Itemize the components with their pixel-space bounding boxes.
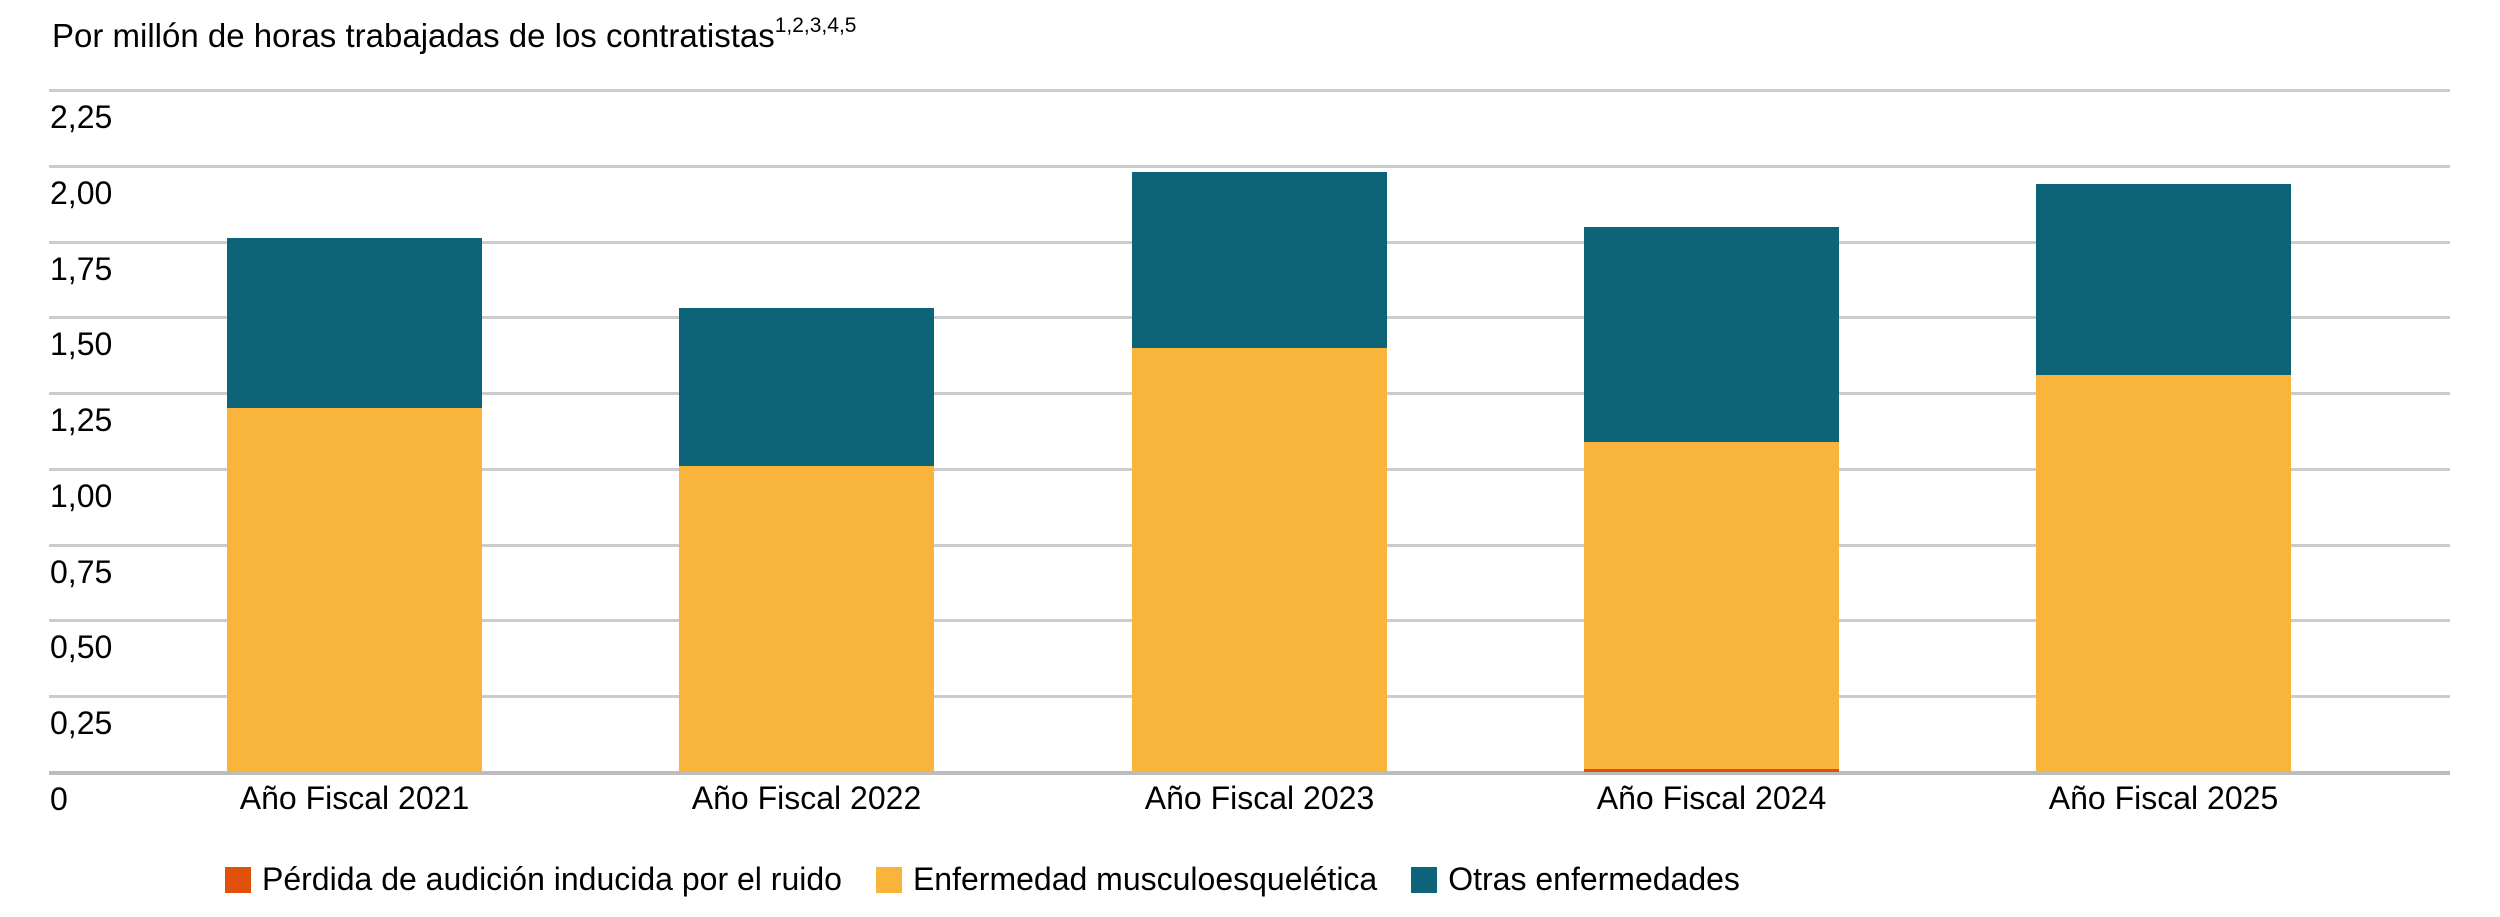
y-tick-label: 1,25 [50, 402, 113, 438]
y-tick-label: 1,50 [50, 326, 113, 362]
legend-swatch-icon [875, 866, 902, 893]
legend-swatch-icon [1411, 866, 1438, 893]
bar-segment-other-illness-4[interactable] [1584, 227, 1839, 442]
x-axis-label-5: Año Fiscal 2025 [2048, 780, 2279, 816]
legend-label: Otras enfermedades [1448, 861, 1740, 897]
y-tick-label: 2,25 [50, 99, 113, 135]
bar-segment-other-illness-2[interactable] [679, 308, 934, 466]
x-axis-baseline [49, 771, 2450, 775]
legend-label: Enfermedad musculoesquelética [912, 861, 1378, 897]
y-tick-label: 0 [50, 781, 68, 817]
bar-segment-musculoskeletal-2[interactable] [679, 466, 934, 772]
bar-segment-musculoskeletal-4[interactable] [1584, 442, 1839, 769]
y-tick-label: 0,75 [50, 554, 113, 590]
bar-segment-musculoskeletal-5[interactable] [2036, 375, 2291, 772]
x-axis-label-4: Año Fiscal 2024 [1596, 780, 1827, 816]
y-tick-label: 1,00 [50, 478, 113, 514]
chart-title-footnote-markers: 1,2,3,4,5 [774, 14, 857, 37]
bar-segment-other-illness-1[interactable] [227, 238, 482, 408]
y-tick-label: 0,50 [50, 629, 113, 665]
chart-title: Por millón de horas trabajadas de los co… [52, 15, 856, 54]
legend-item-other-illness[interactable]: Otras enfermedades [1411, 861, 1740, 897]
x-axis-label-1: Año Fiscal 2021 [239, 780, 470, 816]
legend-label: Pérdida de audición inducida por el ruid… [262, 861, 842, 897]
bar-segment-other-illness-3[interactable] [1132, 172, 1387, 348]
gridline [49, 89, 2450, 92]
gridline [49, 165, 2450, 168]
chart-legend: Pérdida de audición inducida por el ruid… [225, 861, 1740, 897]
bar-segment-other-illness-5[interactable] [2036, 184, 2291, 375]
bar-segment-musculoskeletal-1[interactable] [227, 408, 482, 772]
bar-segment-hearing-loss-4[interactable] [1584, 769, 1839, 772]
bar-segment-musculoskeletal-3[interactable] [1132, 348, 1387, 772]
y-tick-label: 2,00 [50, 175, 113, 211]
x-axis-label-3: Año Fiscal 2023 [1144, 780, 1375, 816]
y-tick-label: 0,25 [50, 705, 113, 741]
chart-title-text: Por millón de horas trabajadas de los co… [52, 17, 775, 54]
legend-item-musculoskeletal[interactable]: Enfermedad musculoesquelética [875, 861, 1378, 897]
y-tick-label: 1,75 [50, 251, 113, 287]
legend-item-hearing-loss[interactable]: Pérdida de audición inducida por el ruid… [225, 861, 842, 897]
x-axis-label-2: Año Fiscal 2022 [691, 780, 922, 816]
legend-swatch-icon [225, 866, 251, 893]
